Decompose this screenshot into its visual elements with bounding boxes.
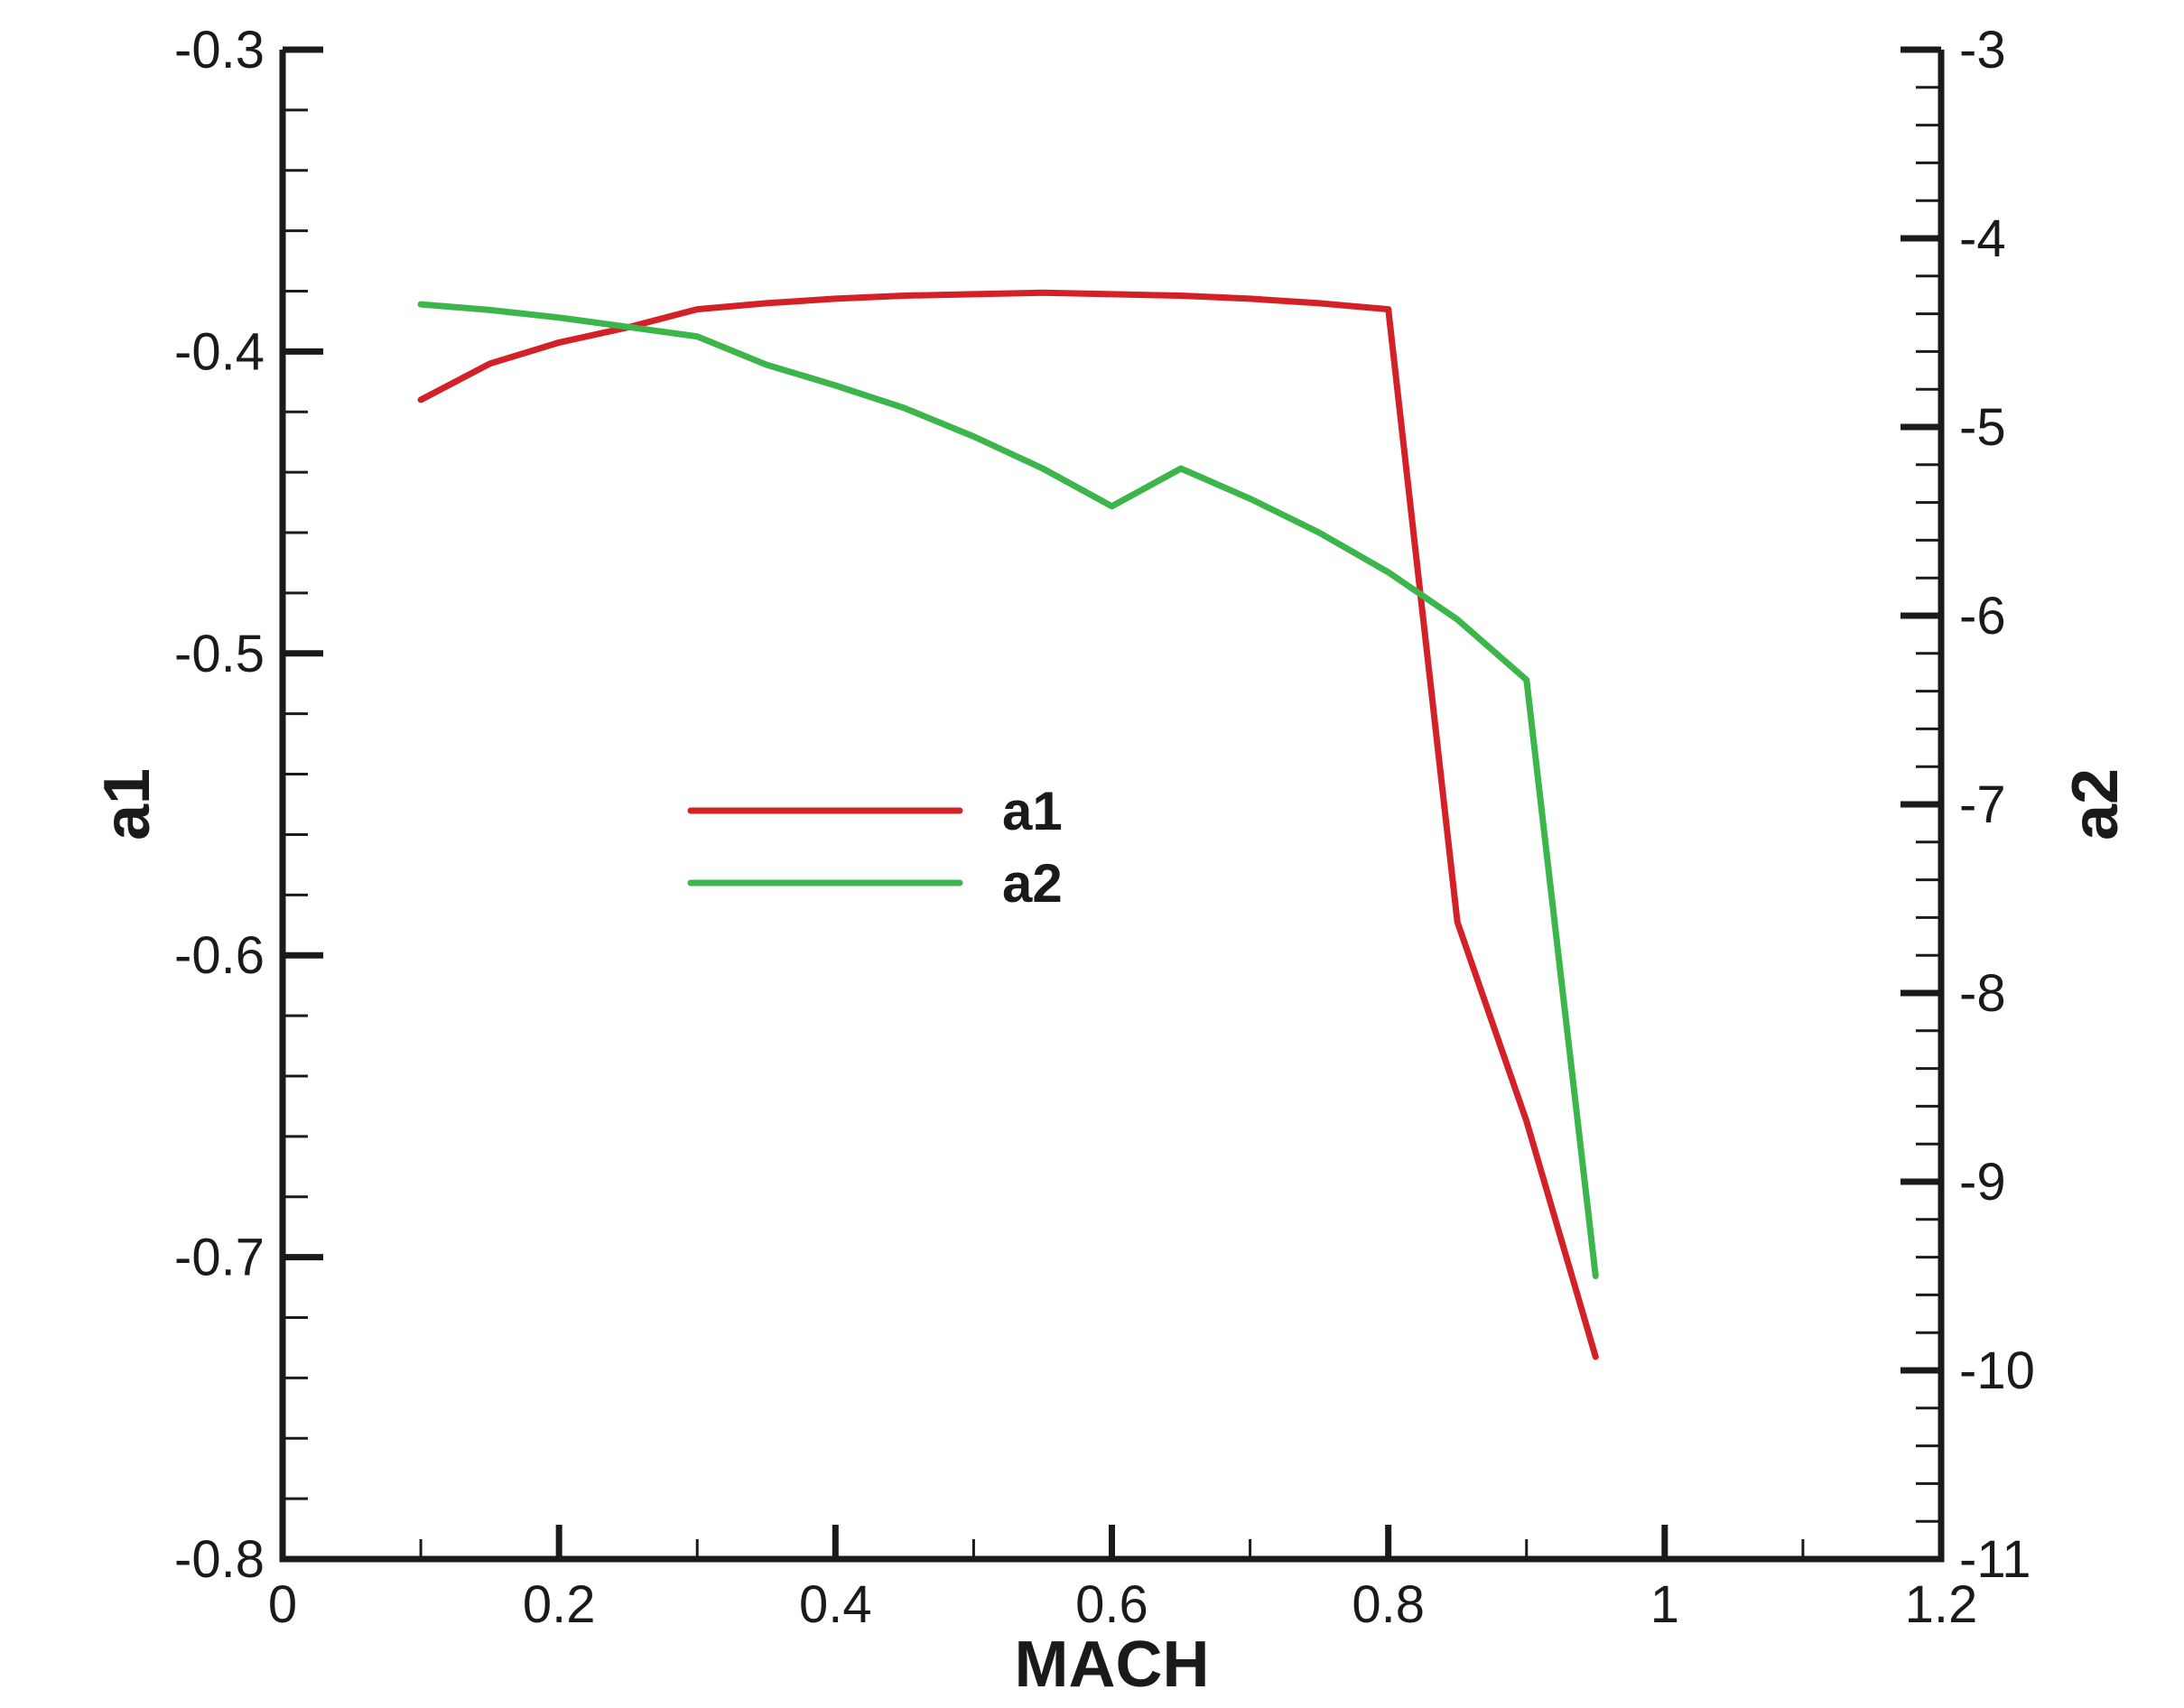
y-tick-label: -0.8 xyxy=(174,1530,265,1589)
y2-tick-label: -5 xyxy=(1959,398,2006,457)
y-tick-label: -0.5 xyxy=(174,625,265,683)
x-axis-title: MACH xyxy=(1015,1629,1210,1701)
y-axis-title: a1 xyxy=(91,768,163,840)
x-tick-label: 0.6 xyxy=(1075,1575,1148,1634)
axis-frame xyxy=(279,50,1945,1563)
y2-axis-title: a2 xyxy=(2059,768,2132,840)
series-line-a1 xyxy=(417,289,1599,1360)
series-lines xyxy=(417,289,1599,1360)
y2-tick-label: -6 xyxy=(1959,587,2006,645)
y2-tick-label: -8 xyxy=(1959,964,2006,1023)
y2-tick-label: -4 xyxy=(1959,209,2006,268)
x-tick-label: 0.4 xyxy=(799,1575,872,1634)
y2-tick-label: -9 xyxy=(1959,1153,2006,1211)
x-tick-label: 1.2 xyxy=(1905,1575,1978,1634)
x-tick-label: 0.8 xyxy=(1352,1575,1425,1634)
legend-label-a1: a1 xyxy=(1002,781,1063,841)
y2-tick-label: -3 xyxy=(1959,21,2006,79)
x-tick-label: 1 xyxy=(1650,1575,1679,1634)
y-tick-label: -0.3 xyxy=(174,21,265,79)
minor-ticks xyxy=(283,86,1941,1559)
x-tick-label: 0.2 xyxy=(523,1575,596,1634)
x-tick-label: 0 xyxy=(268,1575,297,1634)
y2-tick-label: -10 xyxy=(1959,1341,2035,1400)
tick-labels: 0 0.2 0.4 0.6 0.8 1 1.2 -0.3 -0.4 -0.5 -0.6 -0.7 -0.… xyxy=(174,21,2035,1634)
y-tick-label: -0.6 xyxy=(174,926,265,985)
series-line-a2 xyxy=(417,301,1599,1279)
y-tick-label: -0.4 xyxy=(174,322,265,381)
y2-tick-label: -11 xyxy=(1959,1530,2031,1589)
y-tick-label: -0.7 xyxy=(174,1229,265,1287)
legend: a1 a2 xyxy=(687,781,1063,914)
y2-tick-label: -7 xyxy=(1959,775,2006,834)
major-ticks xyxy=(279,46,1945,1563)
legend-label-a2: a2 xyxy=(1002,853,1063,914)
